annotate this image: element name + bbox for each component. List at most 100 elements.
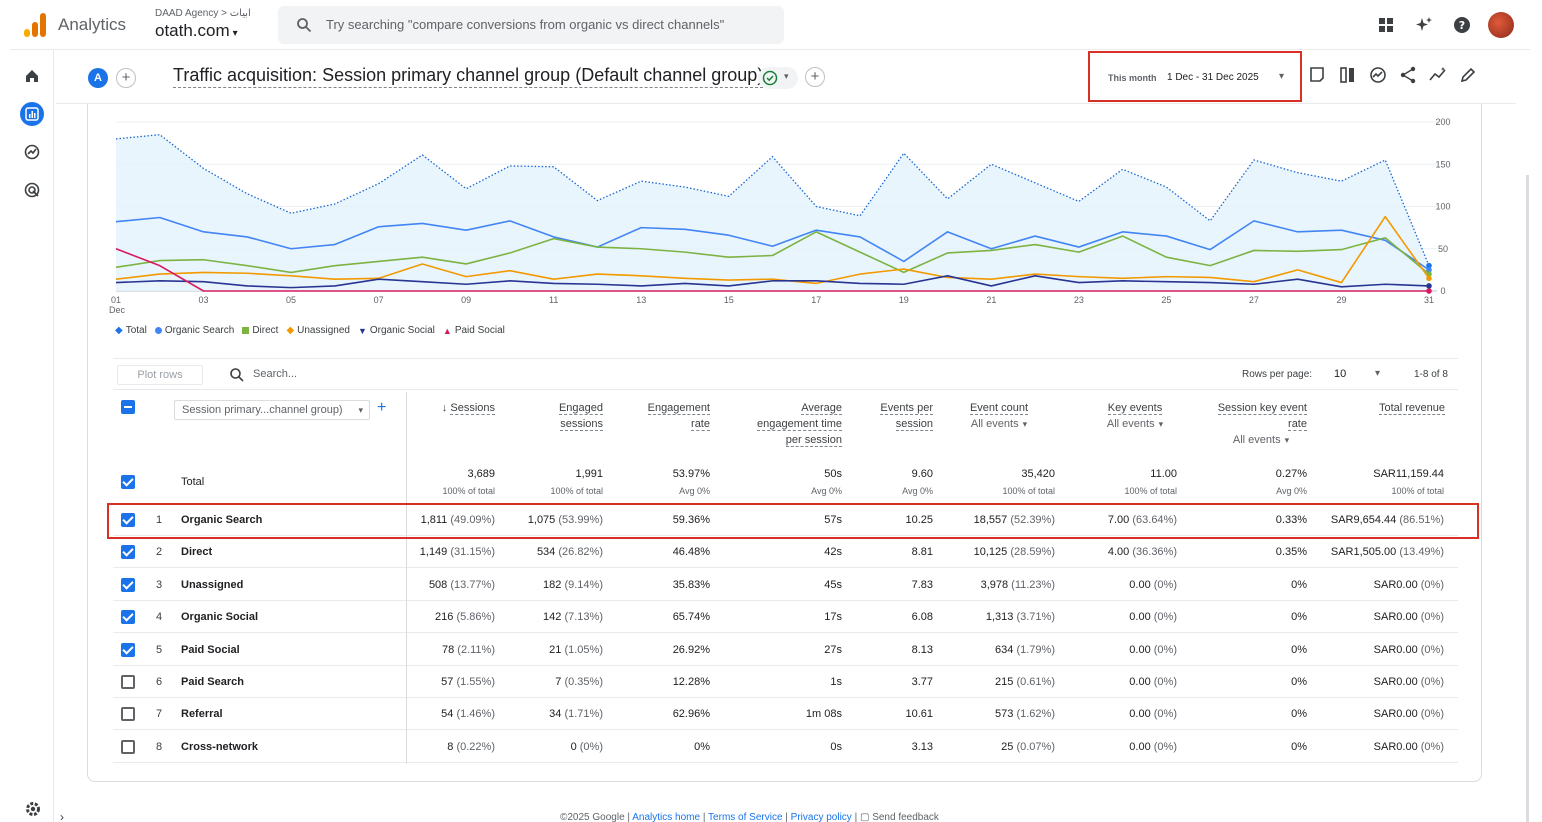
home-icon[interactable] xyxy=(20,64,44,88)
analytics-logo-icon[interactable] xyxy=(24,13,46,37)
row-checkbox[interactable] xyxy=(121,513,135,527)
legend-item-total[interactable]: ◆ Total xyxy=(115,325,147,336)
expand-nav-icon[interactable]: › xyxy=(60,810,64,822)
user-avatar[interactable] xyxy=(1488,12,1514,38)
share-icon[interactable] xyxy=(1398,65,1418,85)
cell-event-count: 1,313 (3.71%) xyxy=(933,611,1055,623)
footer-link-terms[interactable]: Terms of Service xyxy=(708,812,783,822)
row-checkbox[interactable] xyxy=(121,707,135,722)
row-channel-name[interactable]: Referral xyxy=(181,708,223,721)
row-channel-name[interactable]: Direct xyxy=(181,546,213,559)
compare-icon[interactable] xyxy=(1338,65,1358,85)
add-dimension-icon[interactable]: + xyxy=(377,399,387,416)
page-footer: ©2025 Google | Analytics home | Terms of… xyxy=(560,812,939,822)
plot-rows-button[interactable]: Plot rows xyxy=(117,365,203,385)
edit-pencil-icon[interactable] xyxy=(1458,65,1478,85)
highlighted-row-annotation xyxy=(107,503,1479,539)
cell-session-key-event-rate: 0% xyxy=(1291,578,1307,591)
add-report-card-icon[interactable]: + xyxy=(805,67,825,87)
table-row[interactable]: 4 Organic Social 216 (5.86%) 142 (7.13%) 65.… xyxy=(113,601,1458,634)
column-header-engaged-sessions[interactable]: Engaged sessions xyxy=(515,400,603,432)
row-checkbox[interactable] xyxy=(121,642,135,657)
cell-key-events: 7.00 (63.64%) xyxy=(1063,514,1177,526)
column-header-session-key-event-rate[interactable]: Session key event rate All events ▾ xyxy=(1205,400,1307,448)
page-scrollbar[interactable] xyxy=(1526,175,1529,822)
row-checkbox[interactable] xyxy=(121,577,135,592)
global-search-bar[interactable]: Try searching "compare conversions from … xyxy=(278,6,784,44)
footer-link-home[interactable]: Analytics home xyxy=(632,812,701,822)
table-search-input[interactable]: Search... xyxy=(253,368,298,380)
reports-icon[interactable] xyxy=(20,102,44,126)
select-all-checkbox[interactable] xyxy=(121,400,135,414)
footer-feedback[interactable]: Send feedback xyxy=(872,812,939,822)
cell-percent: (49.09%) xyxy=(450,514,495,526)
advertising-icon[interactable] xyxy=(20,178,44,202)
cell-value: 534 xyxy=(536,546,556,559)
cell-events-per-session: 10.25 xyxy=(905,514,933,526)
apps-grid-icon[interactable] xyxy=(1374,13,1398,37)
row-index: 3 xyxy=(156,578,163,591)
table-row[interactable]: 2 Direct 1,149 (31.15%) 534 (26.82%) 46.48% 4… xyxy=(113,536,1458,569)
row-checkbox[interactable] xyxy=(121,545,135,560)
add-comparison-icon[interactable]: + xyxy=(116,68,136,88)
row-channel-name[interactable]: Organic Social xyxy=(181,611,259,624)
legend-item-organic-search[interactable]: Organic Search xyxy=(154,325,234,336)
legend-item-paid-social[interactable]: ▲ Paid Social xyxy=(443,325,505,336)
column-header-key-events[interactable]: Key events All events ▾ xyxy=(1090,400,1180,432)
totals-checkbox[interactable] xyxy=(121,475,135,489)
column-header-event-count[interactable]: Event count All events ▾ xyxy=(955,400,1043,432)
table-row[interactable]: 1 Organic Search 1,811 (49.09%) 1,075 (53.9… xyxy=(113,504,1458,536)
column-header-sessions[interactable]: ↓ Sessions xyxy=(420,400,495,416)
footer-link-privacy[interactable]: Privacy policy xyxy=(790,812,852,822)
row-checkbox[interactable] xyxy=(121,610,135,625)
column-header-events-per-session[interactable]: Events per session xyxy=(853,400,933,432)
cell-value: 142 xyxy=(543,611,562,624)
account-breadcrumb[interactable]: DAAD Agency > ابيات xyxy=(155,8,251,19)
property-selector[interactable]: otath.com ▾ xyxy=(155,21,238,41)
customize-report-icon[interactable] xyxy=(1308,65,1328,85)
legend-marker-direct xyxy=(242,327,250,334)
insights-icon[interactable] xyxy=(1368,65,1388,85)
cell-percent: (7.13%) xyxy=(564,611,603,624)
event-filter-select[interactable]: All events ▾ xyxy=(1090,416,1180,432)
column-header-engagement-rate[interactable]: Engagement rate xyxy=(620,400,710,432)
table-row[interactable]: 5 Paid Social 78 (2.11%) 21 (1.05%) 26.92% 27… xyxy=(113,634,1458,666)
admin-gear-icon[interactable] xyxy=(24,800,42,818)
trend-insights-icon[interactable] xyxy=(1428,65,1448,85)
table-row[interactable]: 7 Referral 54 (1.46%) 34 (1.71%) 62.96% 1m 08… xyxy=(113,698,1458,731)
series-end-point xyxy=(1426,283,1432,289)
legend-item-unassigned[interactable]: ◆ Unassigned xyxy=(286,325,350,336)
column-header-average-engagement-time[interactable]: Average engagement time per session xyxy=(730,400,842,448)
legend-item-direct[interactable]: Direct xyxy=(242,325,278,336)
row-checkbox[interactable] xyxy=(121,675,135,689)
row-channel-name[interactable]: Unassigned xyxy=(181,578,244,591)
explore-icon[interactable] xyxy=(20,140,44,164)
report-status-chip[interactable]: ▾ xyxy=(758,67,798,89)
cell-value: 216 xyxy=(435,611,454,624)
event-filter-select[interactable]: All events ▾ xyxy=(1205,432,1307,448)
chevron-down-icon[interactable]: ▾ xyxy=(1375,368,1381,379)
row-channel-name[interactable]: Paid Search xyxy=(181,676,244,688)
table-row[interactable]: 6 Paid Search 57 (1.55%) 7 (0.35%) 12.28% 1s 3… xyxy=(113,666,1458,698)
column-header-total-revenue[interactable]: Total revenue xyxy=(1340,400,1445,416)
event-filter-select[interactable]: All events ▾ xyxy=(955,416,1043,432)
total-skr-sub: Avg 0% xyxy=(1276,486,1307,496)
row-channel-name[interactable]: Cross-network xyxy=(181,740,259,753)
row-checkbox[interactable] xyxy=(121,739,135,754)
row-channel-name[interactable]: Paid Social xyxy=(181,643,240,656)
segment-chip[interactable]: A xyxy=(88,68,108,88)
sparkle-insights-icon[interactable] xyxy=(1412,13,1436,37)
total-eps: 9.60 xyxy=(911,468,933,480)
help-icon[interactable]: ? xyxy=(1450,13,1474,37)
cell-percent: (1.62%) xyxy=(1016,708,1055,721)
table-row[interactable]: 8 Cross-network 8 (0.22%) 0 (0%) 0% 0s 3.13 25 … xyxy=(113,731,1458,763)
date-range-picker[interactable]: This month 1 Dec - 31 Dec 2025 ▾ xyxy=(1088,51,1302,102)
table-row[interactable]: 3 Unassigned 508 (13.77%) 182 (9.14%) 35.83%… xyxy=(113,569,1458,601)
cell-percent: (13.77%) xyxy=(450,578,495,591)
report-title[interactable]: Traffic acquisition: Session primary cha… xyxy=(173,65,764,88)
legend-item-organic-social[interactable]: ▼ Organic Social xyxy=(358,325,435,336)
cell-total-revenue: SAR0.00 (0%) xyxy=(1303,741,1444,753)
rows-per-page-select[interactable]: 10 xyxy=(1334,368,1347,380)
row-channel-name[interactable]: Organic Search xyxy=(181,514,263,526)
dimension-selector[interactable]: Session primary...channel group) ▾ xyxy=(174,400,370,420)
